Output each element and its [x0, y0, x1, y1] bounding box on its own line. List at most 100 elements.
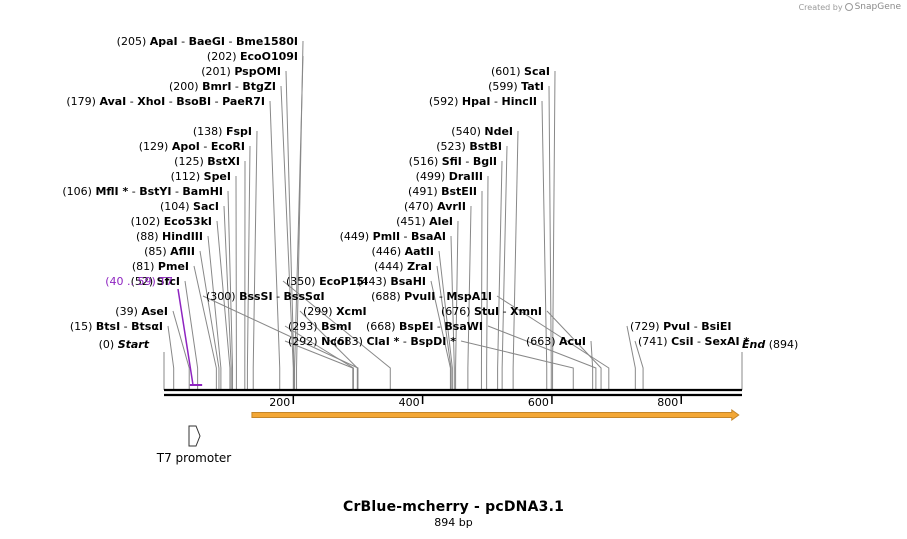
enzyme-name: AleI	[429, 215, 453, 228]
enzyme-name: BtsαI	[131, 320, 163, 333]
site-position: (592)	[429, 95, 462, 108]
site-label-apoi: (129) ApoI - EcoRI	[139, 140, 245, 153]
site-label-stui: (676) StuI - XmnI	[441, 305, 542, 318]
enzyme-name: ApaI	[150, 35, 178, 48]
enzyme-name: PmlI	[373, 230, 400, 243]
enzyme-name: MflI *	[95, 185, 128, 198]
site-label-pmei: (81) PmeI	[132, 260, 189, 273]
site-label-csii: (741) CsiI - SexAI *	[638, 335, 749, 348]
leader-line	[184, 280, 199, 390]
site-label-fspi: (138) FspI	[193, 125, 252, 138]
site-position: (104)	[160, 200, 193, 213]
site-label-draiii: (499) DraIII	[416, 170, 483, 183]
start-label: (0) Start	[99, 338, 150, 351]
site-position: (88)	[136, 230, 162, 243]
leader-line	[193, 265, 217, 390]
site-label-bspei: (668) BspEI - BsaWI	[366, 320, 483, 333]
name-separator: -	[462, 155, 473, 168]
site-label-bsmi: (293) BsmI	[288, 320, 352, 333]
promoter-label: T7 promoter	[156, 451, 232, 465]
name-separator: -	[126, 95, 137, 108]
primer-range: (40 .. 59)	[105, 275, 159, 288]
site-position: (112)	[171, 170, 204, 183]
site-position: (292)	[288, 335, 321, 348]
enzyme-name: NdeI	[484, 125, 513, 138]
site-label-bstxi: (125) BstXI	[174, 155, 240, 168]
enzyme-name: FspI	[226, 125, 252, 138]
site-label-pvuii: (688) PvuII - MspA1I	[371, 290, 492, 303]
credit-brand: SnapGene	[854, 2, 901, 12]
site-label-mfli: (106) MflI * - BstYI - BamHI	[62, 185, 223, 198]
site-position: (81)	[132, 260, 158, 273]
leader-line	[460, 340, 574, 390]
site-label-avrii: (470) AvrII	[404, 200, 466, 213]
enzyme-name: AvrII	[437, 200, 466, 213]
leader-line	[590, 340, 594, 390]
enzyme-name: BtsI	[96, 320, 120, 333]
site-label-bmri: (200) BmrI - BtgZI	[169, 80, 276, 93]
primer-name: T7	[158, 275, 173, 288]
name-separator: -	[120, 320, 131, 333]
axis-tick-label: 400	[399, 396, 420, 409]
site-position: (451)	[396, 215, 429, 228]
enzyme-name: ScaI	[524, 65, 550, 78]
site-position: (52)	[131, 275, 157, 288]
enzyme-name: SpeI	[204, 170, 231, 183]
site-position: (470)	[404, 200, 437, 213]
site-position: (299)	[303, 305, 336, 318]
leader-line	[216, 220, 231, 390]
site-position: (540)	[451, 125, 484, 138]
enzyme-name: BtgZI	[242, 80, 276, 93]
leader-line	[269, 100, 281, 390]
name-separator: -	[499, 305, 510, 318]
site-label-pspomi: (201) PspOMI	[201, 65, 281, 78]
enzyme-name: BsaHI	[390, 275, 426, 288]
site-position: (663)	[526, 335, 559, 348]
leader-line	[172, 310, 190, 390]
site-label-bsssi: (300) BssSI - BssSαI	[206, 290, 325, 303]
site-position: (446)	[372, 245, 405, 258]
site-position: (499)	[416, 170, 449, 183]
leader-line	[223, 205, 232, 390]
dna-backbone: 200 400 600 800	[164, 388, 742, 409]
enzyme-name: BspEI	[399, 320, 433, 333]
site-position: (601)	[491, 65, 524, 78]
name-separator: -	[225, 35, 236, 48]
site-position: (102)	[131, 215, 164, 228]
name-separator: -	[400, 230, 411, 243]
enzyme-name: ZraI	[407, 260, 432, 273]
enzyme-name: AseI	[141, 305, 168, 318]
leader-line	[512, 130, 519, 390]
enzyme-name: Bme1580I	[236, 35, 298, 48]
enzyme-name: StuI	[474, 305, 499, 318]
enzyme-name: EcoO109I	[240, 50, 298, 63]
enzyme-name: NcoI	[321, 335, 348, 348]
name-separator: -	[690, 320, 701, 333]
enzyme-name: SacI	[193, 200, 219, 213]
enzyme-name: HindIII	[162, 230, 203, 243]
leader-line	[285, 70, 295, 390]
site-label-bsteii: (491) BstEII	[408, 185, 477, 198]
enzyme-name: BspDI *	[410, 335, 456, 348]
map-title: CrBlue-mcherry - pcDNA3.1	[342, 499, 565, 515]
leader-line	[552, 70, 556, 390]
site-label-bstbi: (523) BstBI	[436, 140, 502, 153]
map-title-block: CrBlue-mcherry - pcDNA3.1 894 bp	[0, 499, 907, 529]
site-position: (129)	[139, 140, 172, 153]
enzyme-name: AcuI	[559, 335, 586, 348]
enzyme-name: BstBI	[469, 140, 502, 153]
site-label-clai: (633) ClaI * - BspDI *	[333, 335, 456, 348]
leader-line	[487, 325, 597, 390]
site-label-zrai: (444) ZraI	[374, 260, 432, 273]
enzyme-name: XcmI	[336, 305, 367, 318]
leader-line	[252, 130, 258, 390]
site-label-bsahi: (443) BsaHI	[357, 275, 426, 288]
leader-line	[626, 325, 636, 390]
enzyme-name: PmeI	[158, 260, 189, 273]
leader-line	[294, 55, 304, 390]
leader-line	[548, 85, 552, 390]
site-label-scai: (601) ScaI	[491, 65, 550, 78]
leader-line	[541, 100, 548, 390]
site-label-btsi: (15) BtsI - BtsαI	[70, 320, 163, 333]
